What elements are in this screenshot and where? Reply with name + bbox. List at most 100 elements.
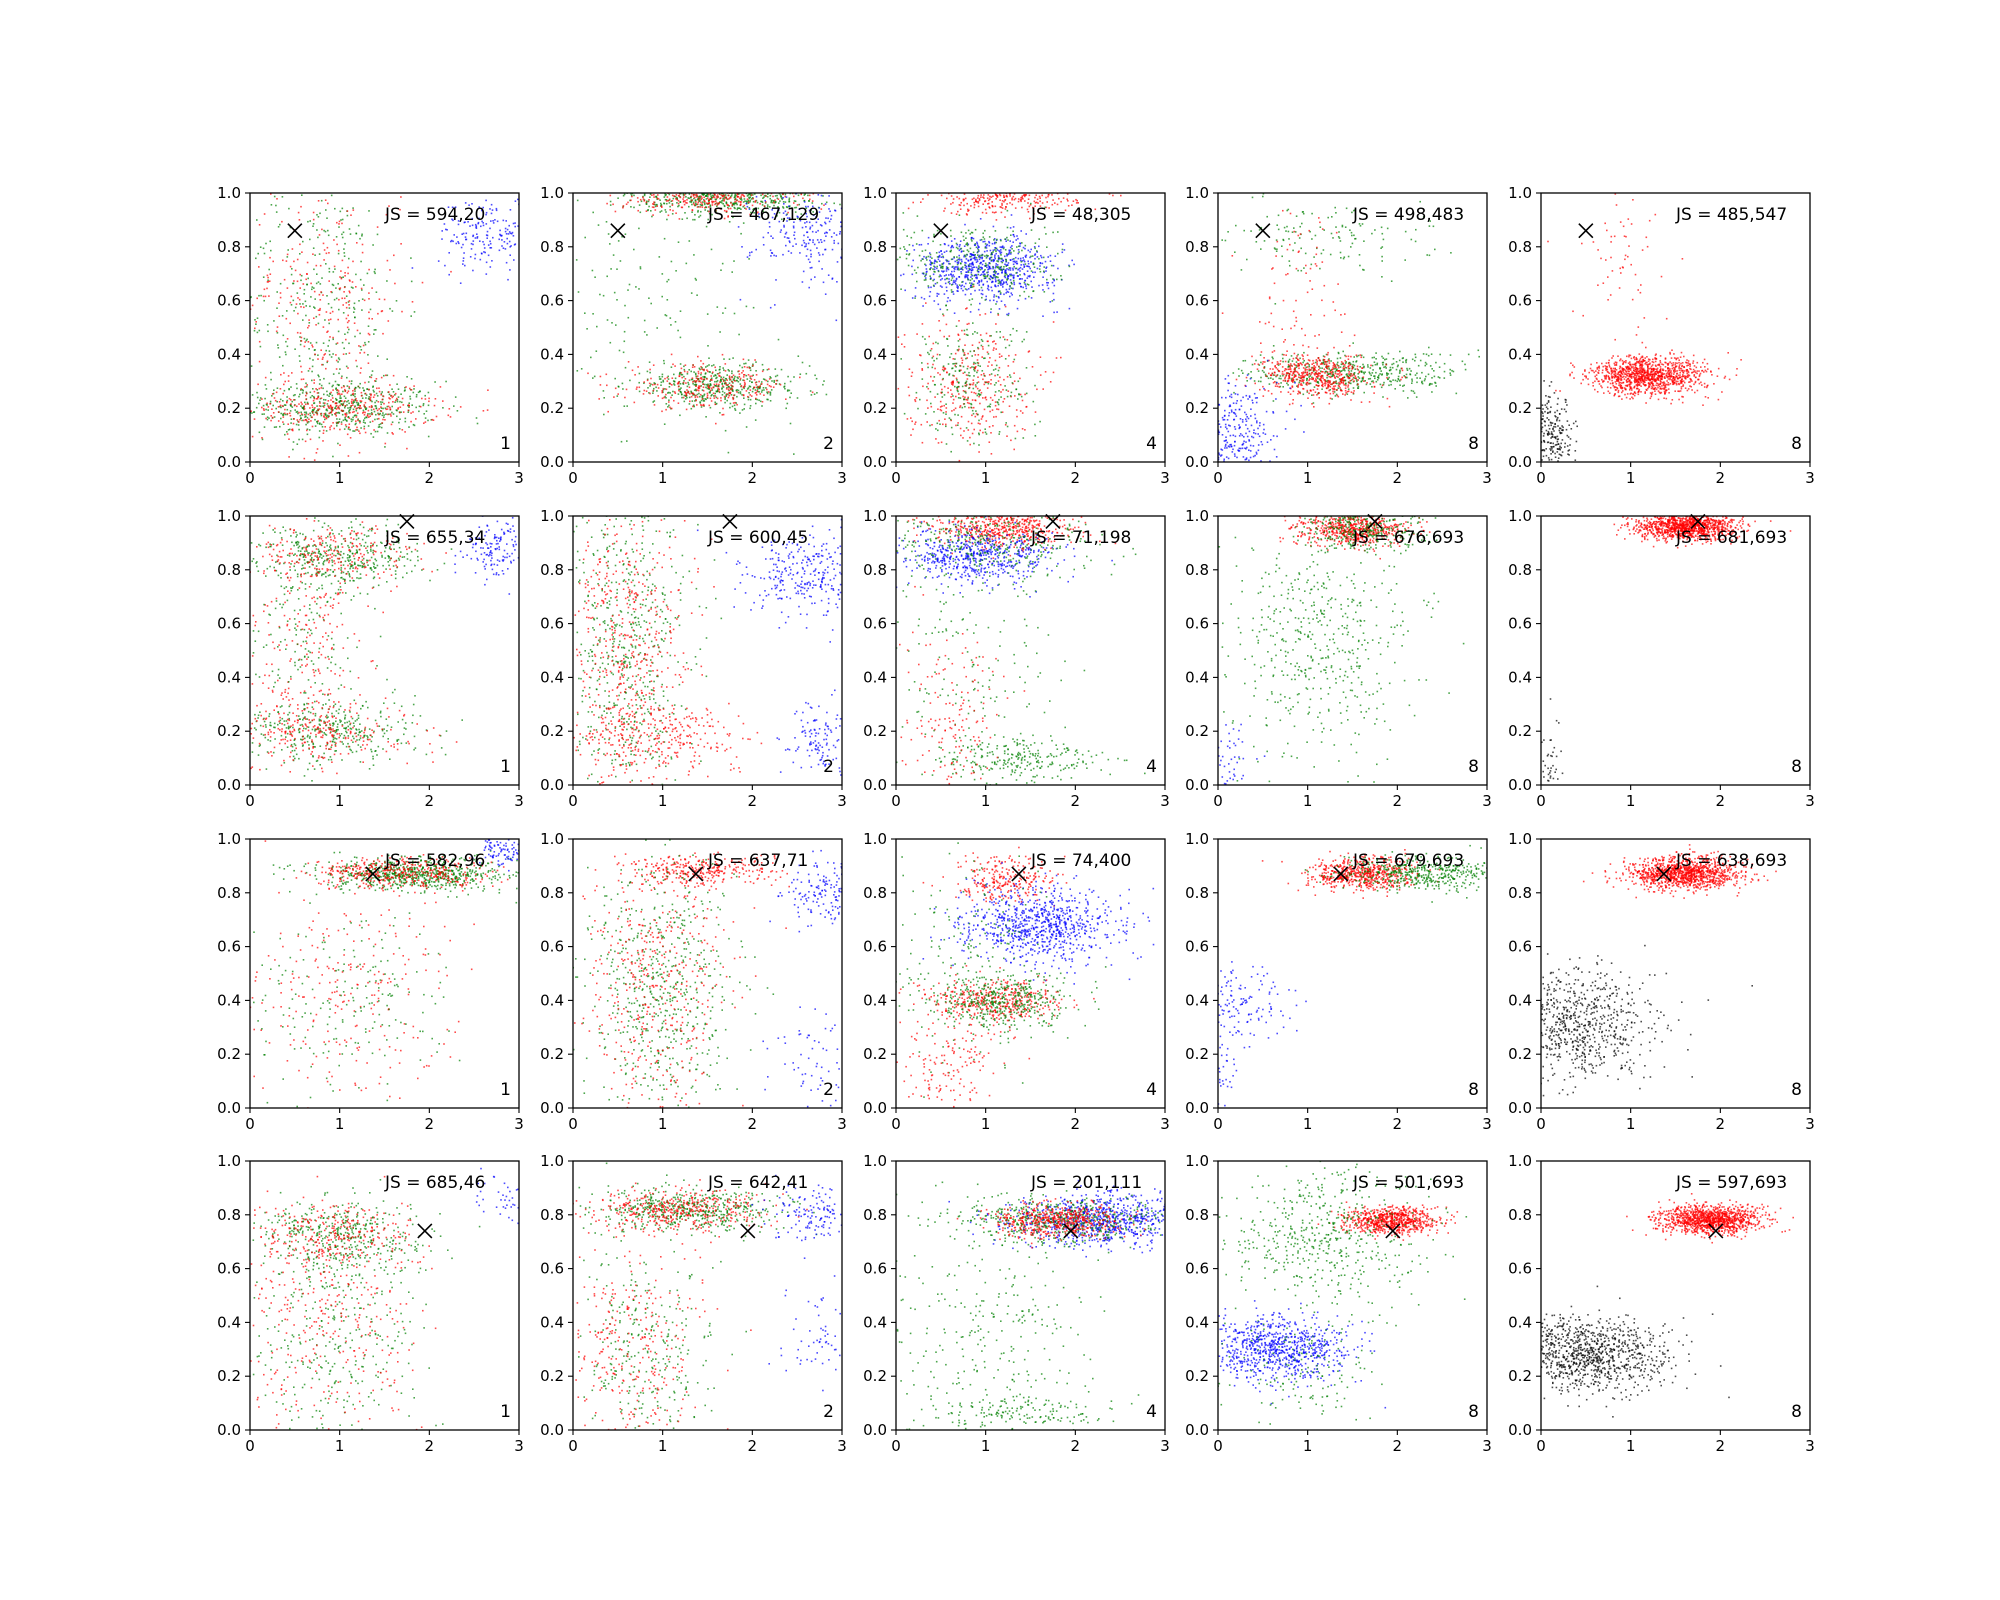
data-point <box>274 399 277 402</box>
data-point <box>681 396 683 399</box>
data-point <box>1049 381 1052 383</box>
data-point <box>732 216 734 219</box>
data-point <box>747 395 749 398</box>
data-point <box>766 383 769 386</box>
data-point <box>987 344 990 347</box>
data-point <box>481 209 483 212</box>
data-point <box>356 401 358 404</box>
data-point <box>998 279 1000 281</box>
data-point <box>950 212 953 214</box>
data-point <box>299 287 301 289</box>
data-point <box>639 211 642 214</box>
data-point <box>1002 259 1004 262</box>
data-point <box>643 382 645 384</box>
data-point <box>1030 229 1033 231</box>
data-point <box>392 401 394 403</box>
data-point <box>722 312 724 314</box>
data-point <box>318 234 321 236</box>
data-point <box>1031 366 1034 368</box>
data-point <box>987 365 989 367</box>
data-point <box>963 333 966 335</box>
data-point <box>277 420 280 422</box>
data-point <box>395 399 397 402</box>
data-point <box>576 199 579 202</box>
data-point <box>961 406 964 409</box>
data-point <box>317 236 319 239</box>
data-point <box>1011 258 1014 261</box>
data-point <box>990 286 993 289</box>
data-point <box>671 213 674 215</box>
data-point <box>1023 266 1025 268</box>
data-point <box>958 393 960 395</box>
data-point <box>1029 256 1031 259</box>
data-point <box>704 383 706 386</box>
data-point <box>830 214 833 217</box>
data-point <box>388 397 390 399</box>
data-point <box>352 287 354 289</box>
data-point <box>1061 243 1064 245</box>
data-point <box>1001 204 1003 206</box>
data-point <box>477 222 479 225</box>
data-point <box>509 232 512 235</box>
data-point <box>386 405 389 408</box>
data-point <box>298 219 301 221</box>
data-point <box>471 203 473 205</box>
data-point <box>806 231 809 233</box>
data-point <box>287 249 289 251</box>
data-point <box>807 236 809 238</box>
data-point <box>286 396 288 398</box>
data-point <box>367 332 370 335</box>
data-point <box>1007 314 1010 317</box>
data-point <box>958 245 961 248</box>
data-point <box>920 354 922 357</box>
data-point <box>699 199 701 202</box>
data-point <box>702 194 705 196</box>
data-point <box>974 415 977 418</box>
data-point <box>803 199 806 202</box>
data-point <box>311 286 314 288</box>
data-point <box>1006 313 1008 316</box>
data-point <box>720 380 722 382</box>
data-point <box>1042 388 1044 390</box>
data-point <box>678 373 681 375</box>
data-point <box>944 282 947 285</box>
data-point <box>945 423 947 426</box>
data-point <box>959 397 962 399</box>
data-point <box>723 392 726 394</box>
data-point <box>943 335 945 338</box>
data-point <box>300 401 302 404</box>
data-point <box>748 385 751 387</box>
data-point <box>458 242 460 245</box>
data-point <box>409 395 411 398</box>
data-point <box>306 416 309 419</box>
data-point <box>1022 263 1025 266</box>
data-point <box>1012 241 1014 243</box>
data-point <box>1008 251 1011 253</box>
data-point <box>301 392 304 394</box>
data-point <box>983 275 986 278</box>
data-point <box>997 282 1000 285</box>
data-point <box>661 397 664 400</box>
data-point <box>769 392 772 395</box>
data-point <box>375 399 378 402</box>
data-point <box>375 407 378 410</box>
data-point <box>368 396 370 398</box>
data-point <box>771 216 774 219</box>
data-point <box>667 392 669 394</box>
data-point <box>960 271 962 273</box>
data-point <box>926 421 928 423</box>
data-point <box>272 412 275 414</box>
data-point <box>705 386 707 389</box>
data-point <box>617 197 619 199</box>
data-point <box>318 423 321 425</box>
data-point <box>914 421 917 423</box>
data-point <box>910 417 912 419</box>
data-point <box>822 195 824 197</box>
data-point <box>960 287 963 290</box>
data-point <box>311 425 314 428</box>
data-point <box>354 395 356 398</box>
data-point <box>348 290 351 293</box>
data-point <box>988 426 991 428</box>
data-point <box>745 202 748 205</box>
data-point <box>748 392 750 394</box>
